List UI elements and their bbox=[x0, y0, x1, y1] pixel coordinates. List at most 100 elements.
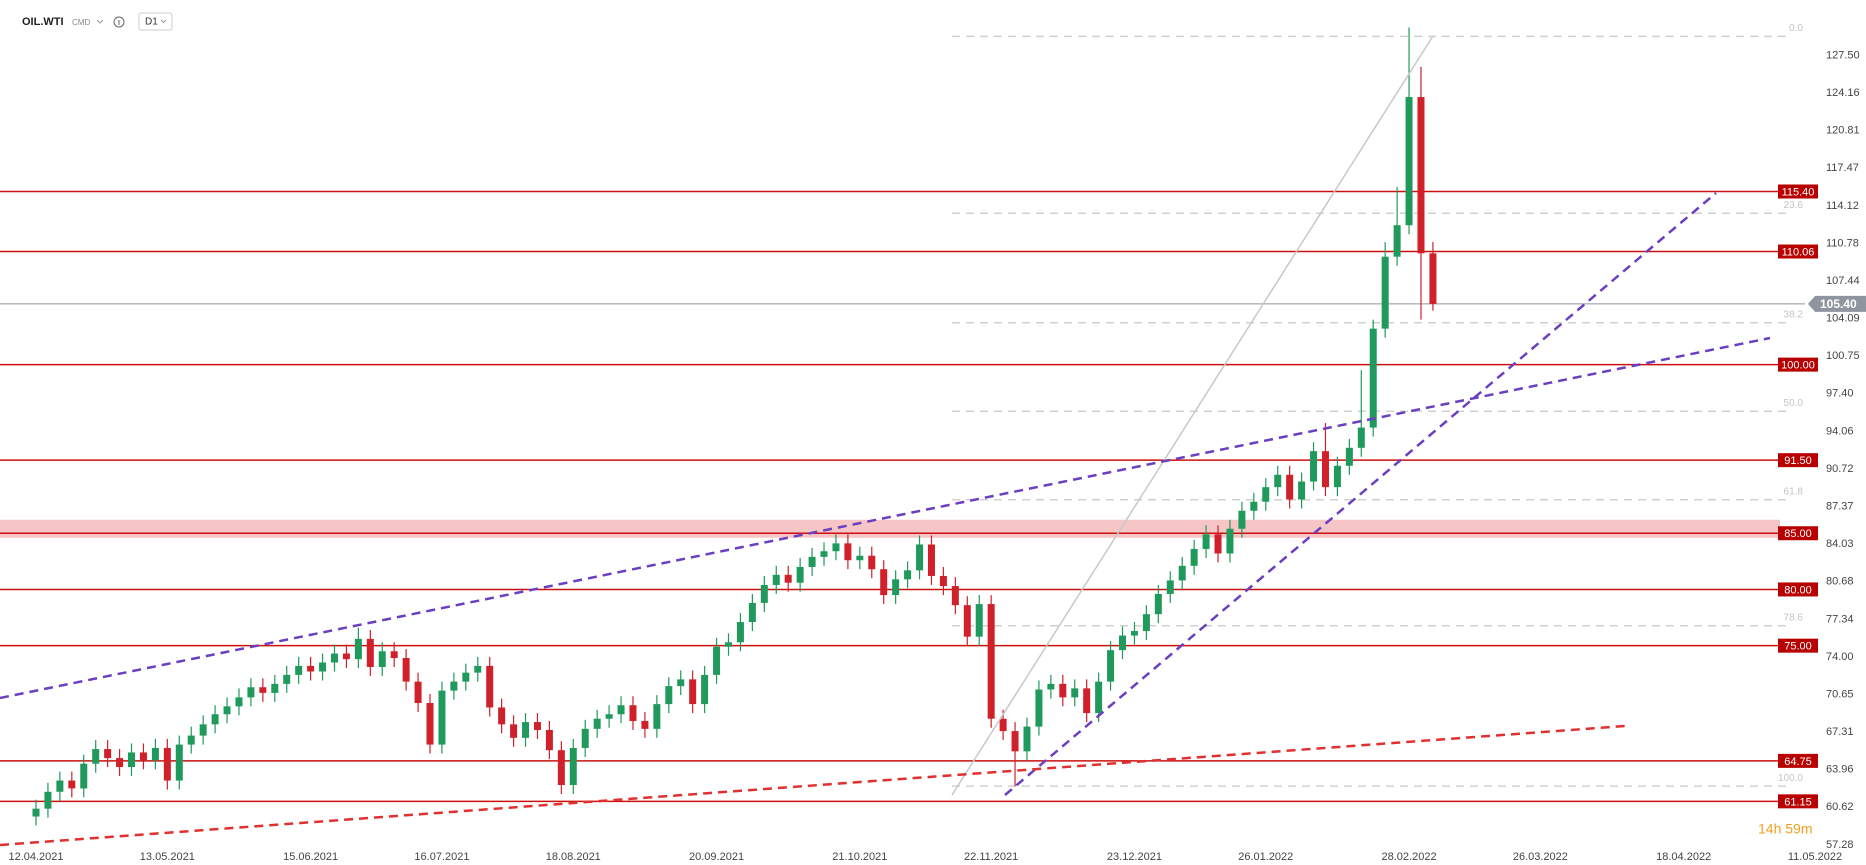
zone bbox=[0, 519, 1780, 538]
dropdown-arrow[interactable] bbox=[160, 19, 167, 24]
candle-body bbox=[1011, 731, 1019, 752]
candle-body bbox=[808, 556, 816, 567]
candle-body bbox=[116, 758, 124, 768]
y-tick-label: 57.28 bbox=[1826, 839, 1854, 851]
candle-body bbox=[880, 569, 888, 596]
x-tick-label: 11.05.2022 bbox=[1788, 851, 1842, 863]
candle-body bbox=[402, 658, 410, 682]
y-tick-label: 127.50 bbox=[1826, 49, 1860, 61]
y-tick-label: 84.03 bbox=[1826, 538, 1854, 550]
level-label: 100.00 bbox=[1781, 360, 1815, 372]
candle-body bbox=[1023, 726, 1031, 752]
candle-body bbox=[1381, 256, 1389, 329]
candle-body bbox=[522, 722, 530, 738]
candle-body bbox=[438, 690, 446, 745]
candle-body bbox=[92, 749, 100, 764]
candle-body bbox=[1178, 565, 1186, 581]
candle-body bbox=[1142, 614, 1150, 632]
y-tick-label: 94.06 bbox=[1826, 425, 1854, 437]
candle-body bbox=[283, 674, 291, 684]
dropdown-arrow[interactable] bbox=[96, 19, 104, 24]
candle-body bbox=[1154, 593, 1162, 615]
candle-body bbox=[211, 714, 219, 725]
candle-body bbox=[307, 665, 315, 672]
candle-body bbox=[235, 697, 243, 707]
candle-body bbox=[1238, 510, 1246, 529]
candle-body bbox=[557, 750, 565, 786]
x-tick-label: 26.03.2022 bbox=[1513, 851, 1568, 863]
interval-button[interactable] bbox=[138, 12, 173, 31]
candle-body bbox=[617, 705, 625, 715]
y-tick-label: 60.62 bbox=[1826, 801, 1854, 813]
toolbar: OIL.WTI CMD D1 bbox=[22, 12, 173, 31]
y-tick-label: 70.65 bbox=[1826, 688, 1854, 700]
candle-body bbox=[271, 683, 279, 693]
candle-body bbox=[1405, 97, 1413, 226]
candle-body bbox=[1035, 689, 1043, 727]
level-label: 85.00 bbox=[1784, 528, 1812, 540]
candle-body bbox=[1071, 688, 1079, 698]
y-tick-label: 110.78 bbox=[1826, 237, 1859, 249]
level-badge bbox=[1778, 526, 1818, 541]
candle-body bbox=[366, 638, 374, 668]
candle-body bbox=[951, 586, 959, 606]
candle-body bbox=[498, 707, 506, 725]
fib-label: 61.8 bbox=[1784, 486, 1804, 497]
candle-body bbox=[1083, 688, 1091, 714]
level-badge bbox=[1778, 184, 1818, 199]
candle-body bbox=[963, 605, 971, 637]
trend-line bbox=[1004, 192, 1717, 796]
fib-label: 50.0 bbox=[1784, 398, 1804, 409]
level-label: 75.00 bbox=[1784, 641, 1812, 653]
candle-body bbox=[1357, 427, 1365, 448]
candle-body bbox=[1130, 631, 1138, 636]
candle-body bbox=[330, 653, 338, 663]
candle-body bbox=[1047, 683, 1055, 690]
x-tick-label: 20.09.2021 bbox=[689, 851, 744, 863]
candle-body bbox=[68, 780, 76, 789]
y-tick-label: 97.40 bbox=[1826, 388, 1854, 400]
level-badge bbox=[1778, 638, 1818, 653]
x-tick-label: 21.10.2021 bbox=[832, 851, 887, 863]
candle-body bbox=[1321, 451, 1329, 488]
last-price-badge bbox=[1808, 295, 1866, 312]
candle-body bbox=[163, 747, 171, 781]
candle-body bbox=[175, 744, 183, 781]
y-tick-label: 77.34 bbox=[1826, 613, 1854, 625]
symbol: OIL.WTI bbox=[22, 16, 64, 28]
candle-body bbox=[569, 747, 577, 786]
countdown: 14h 59m bbox=[1758, 821, 1812, 837]
y-tick-label: 80.68 bbox=[1826, 576, 1854, 588]
info-icon[interactable] bbox=[113, 16, 125, 28]
candle-body bbox=[1107, 650, 1115, 682]
candle-body bbox=[295, 665, 303, 675]
candle-body bbox=[1393, 225, 1401, 257]
candle-body bbox=[44, 791, 52, 809]
y-tick-label: 63.96 bbox=[1826, 764, 1854, 776]
y-tick-label: 120.81 bbox=[1826, 125, 1860, 137]
candle-body bbox=[1250, 501, 1258, 511]
level-label: 115.40 bbox=[1782, 186, 1815, 198]
candle-body bbox=[748, 602, 756, 623]
candle-body bbox=[426, 702, 434, 745]
level-badge bbox=[1778, 582, 1818, 597]
fib-label: 100.0 bbox=[1778, 773, 1803, 784]
level-label: 61.15 bbox=[1784, 796, 1812, 808]
candle-body bbox=[1417, 97, 1425, 254]
candle-body bbox=[462, 672, 470, 682]
candle-body bbox=[724, 642, 732, 647]
candle-body bbox=[975, 604, 983, 637]
y-tick-label: 104.09 bbox=[1826, 313, 1860, 325]
candle-body bbox=[1262, 487, 1270, 502]
candle-body bbox=[844, 543, 852, 561]
level-badge bbox=[1778, 357, 1818, 372]
candle-body bbox=[581, 728, 589, 748]
level-badge bbox=[1778, 453, 1818, 468]
trend-line bbox=[0, 724, 1626, 847]
market: CMD bbox=[72, 18, 90, 27]
level-label: 64.75 bbox=[1784, 756, 1812, 768]
candle-body bbox=[856, 555, 864, 561]
fib-label: 23.6 bbox=[1784, 200, 1804, 211]
candle-body bbox=[1286, 474, 1294, 500]
x-tick-label: 28.02.2022 bbox=[1382, 851, 1437, 863]
